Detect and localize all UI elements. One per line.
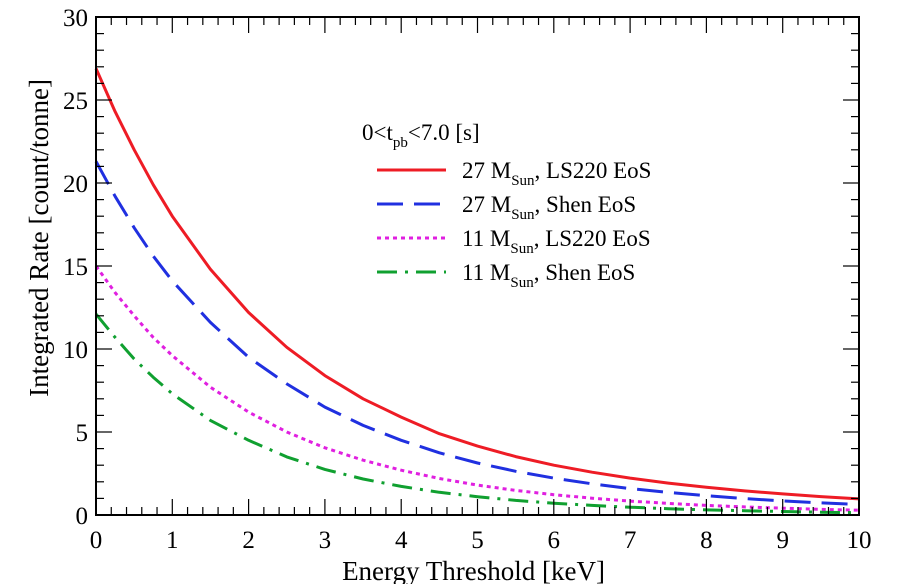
y-tick-label: 20: [63, 171, 88, 198]
y-tick-label: 10: [63, 337, 88, 364]
series-line-4: [94, 313, 860, 515]
x-tick-label: 3: [319, 527, 332, 554]
x-tick-label: 0: [90, 527, 103, 554]
legend-header-main: 0<t: [362, 120, 393, 145]
legend-header-sub: pb: [393, 135, 408, 151]
y-tick-label: 15: [63, 254, 88, 281]
x-tick-label: 4: [395, 527, 408, 554]
y-tick-label: 0: [76, 503, 89, 530]
series-line-2: [94, 160, 860, 506]
legend-header-rest: <7.0 [s]: [408, 120, 480, 145]
y-tick-label: 25: [63, 88, 88, 115]
x-tick-label: 7: [624, 527, 637, 554]
legend-label-3: 11 MSun, LS220 EoS: [462, 226, 651, 257]
legend-label-4: 11 MSun, Shen EoS: [462, 260, 635, 291]
x-tick-label: 8: [700, 527, 713, 554]
x-tick-label: 9: [776, 527, 789, 554]
x-tick-label: 2: [242, 527, 255, 554]
y-axis-title: Integrated Rate [count/tonne]: [24, 79, 54, 397]
y-tick-label: 30: [63, 5, 88, 32]
x-tick-label: 1: [166, 527, 179, 554]
legend-label-2: 27 MSun, Shen EoS: [462, 192, 636, 223]
series-line-1: [94, 67, 860, 501]
tick-labels-layer: 0 1 2 3 4 5 6 7 8 9 10 0 5 10 15 20 25 30: [63, 5, 872, 554]
x-tick-label: 5: [471, 527, 484, 554]
x-tick-label: 6: [548, 527, 561, 554]
ticks-layer: [95, 16, 860, 516]
series-line-3: [94, 265, 860, 512]
legend-label-1: 27 MSun, LS220 EoS: [462, 158, 651, 189]
y-tick-label: 5: [76, 420, 89, 447]
legend-header: 0<tpb<7.0 [s]: [362, 120, 480, 151]
x-tick-label: 10: [847, 527, 872, 554]
x-axis-title: Energy Threshold [keV]: [342, 556, 605, 584]
series-layer: [94, 67, 860, 515]
